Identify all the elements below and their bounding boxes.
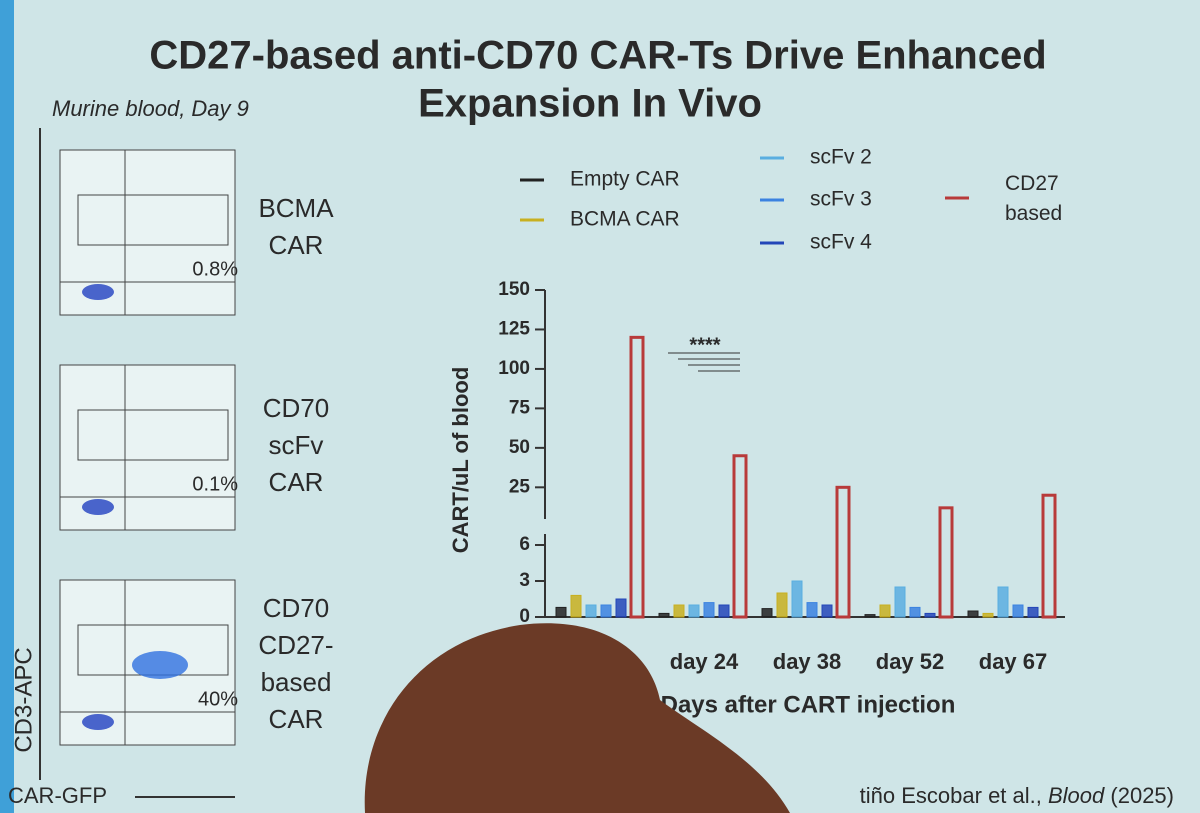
citation-journal: Blood [1048, 783, 1105, 808]
bar [924, 612, 936, 618]
bar [658, 612, 670, 618]
bar [821, 604, 833, 618]
bar-chart: 0 3 6 25 50 75 100 125 150 CART/uL of blood Days a… [448, 146, 1065, 718]
cell-cluster [82, 499, 114, 515]
panel-label: BCMA [258, 193, 334, 223]
flow-x-axis: CAR-GFP [8, 783, 107, 808]
legend-label: Empty CAR [570, 168, 680, 191]
title-line: Expansion In Vivo [418, 82, 762, 126]
y-tick-label: 100 [498, 358, 530, 379]
cell-cluster [82, 284, 114, 300]
legend-label: CD27 based [1005, 172, 1062, 225]
bar [982, 612, 994, 618]
bar [835, 485, 851, 619]
y-axis-label: CART/uL of blood [448, 367, 473, 554]
bar [864, 614, 876, 618]
y-tick-label: 6 [519, 534, 530, 555]
y-tick-label: 25 [509, 476, 531, 497]
bar [1041, 493, 1057, 619]
bar [909, 606, 921, 618]
gate-percent: 0.1% [192, 473, 238, 495]
panel-label: scFv [269, 430, 324, 460]
x-tick-label: day 52 [876, 649, 945, 674]
bar [938, 506, 954, 619]
bar [732, 454, 748, 619]
bar [615, 598, 627, 618]
citation-authors: tiño Escobar et al., [860, 783, 1048, 808]
flow-y-axis: CD3-APC [10, 647, 37, 752]
y-tick-label: 3 [519, 570, 530, 591]
bar [776, 592, 788, 618]
citation: tiño Escobar et al., Blood (2025) [860, 783, 1174, 808]
legend-label: scFv 2 [810, 146, 872, 169]
bar [585, 604, 597, 618]
bar [1012, 604, 1024, 618]
legend-label: BCMA CAR [570, 208, 680, 231]
bar [703, 602, 715, 618]
x-axis-label: Days after CART injection [661, 691, 956, 718]
bar [791, 580, 803, 618]
title-line: CD27-based anti-CD70 CAR-Ts Drive Enhanc… [149, 34, 1046, 78]
bar [806, 602, 818, 618]
bar [673, 604, 685, 618]
bar [967, 610, 979, 618]
panel-label: based [261, 667, 332, 697]
legend-label: scFv 3 [810, 188, 872, 211]
bar [600, 604, 612, 618]
cell-cluster [132, 651, 188, 679]
audience-head [364, 623, 790, 813]
cell-cluster [82, 714, 114, 730]
bar [894, 586, 906, 618]
y-tick-label: 150 [498, 279, 530, 300]
panel-label: CAR [269, 704, 324, 734]
gate-percent: 0.8% [192, 258, 238, 280]
significance: **** [689, 334, 720, 356]
bar [629, 335, 645, 619]
panel-label: CD70 [263, 593, 329, 623]
gate [77, 409, 229, 461]
y-tick-label: 125 [498, 318, 530, 339]
citation-year: (2025) [1104, 783, 1174, 808]
panel-label: CAR [269, 230, 324, 260]
bar [761, 608, 773, 618]
bar [555, 606, 567, 618]
bar [879, 604, 891, 618]
flow-panels: 0.8% BCMA CAR 0.1% CD70 scFv CAR 40% CD70 CD27- ba… [59, 149, 334, 746]
y-tick-label: 50 [509, 437, 530, 458]
panel-label: CAR [269, 467, 324, 497]
legend-label: scFv 4 [810, 231, 872, 254]
bar [718, 604, 730, 618]
y-tick-label: 75 [509, 397, 531, 418]
x-tick-label: day 24 [670, 649, 739, 674]
slide-edge [0, 0, 14, 813]
bar [997, 586, 1009, 618]
gate-percent: 40% [198, 688, 238, 710]
flow-subtitle: Murine blood, Day 9 [52, 96, 249, 121]
panel-label: CD70 [263, 393, 329, 423]
bar [570, 594, 582, 618]
bar [688, 604, 700, 618]
gate [77, 194, 229, 246]
panel-label: CD27- [258, 630, 333, 660]
x-tick-label: day 38 [773, 649, 842, 674]
bar [1027, 606, 1039, 618]
y-tick-label: 0 [519, 606, 530, 627]
x-tick-label: day 67 [979, 649, 1048, 674]
